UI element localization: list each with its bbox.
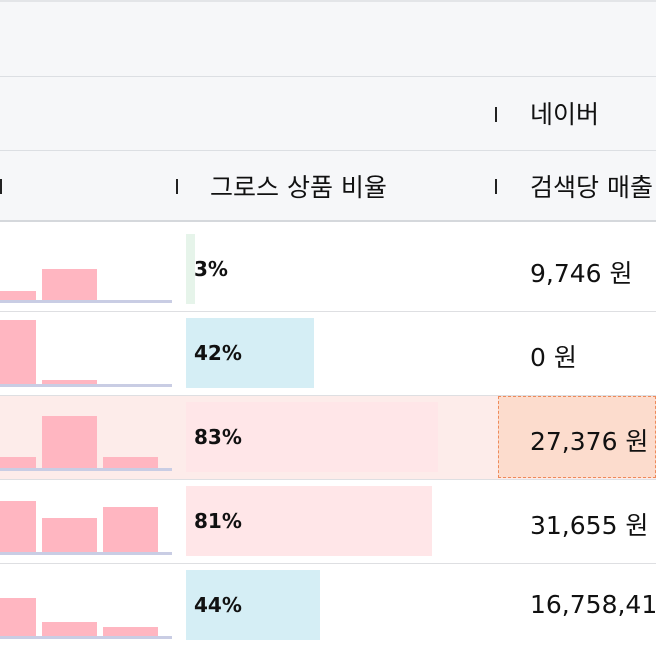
sparkline-bar — [0, 598, 36, 637]
sparkline-baseline — [0, 384, 172, 387]
sparkline-bar — [103, 507, 158, 553]
table-row[interactable]: 3% 9,746 원 — [0, 228, 656, 312]
sparkline-bar — [42, 518, 97, 553]
revenue-value: 9,746 원 — [530, 259, 633, 288]
sparkline-bar — [103, 457, 158, 469]
table-row[interactable]: 44% 16,758,414 — [0, 564, 656, 648]
sparkline-bar — [103, 627, 158, 637]
header-group-row: 네이버 — [0, 76, 656, 150]
sparkline-bar — [42, 416, 97, 469]
sparkline-chart — [0, 396, 172, 480]
column-resize-handle[interactable] — [495, 107, 497, 122]
sparkline-bar — [0, 291, 36, 301]
ratio-value: 81% — [194, 509, 242, 533]
ratio-value: 83% — [194, 425, 242, 449]
column-resize-handle[interactable] — [0, 179, 2, 194]
sparkline-chart — [0, 312, 172, 396]
table-row[interactable]: 42% 0 원 — [0, 312, 656, 396]
table-top-band — [0, 0, 656, 76]
revenue-value: 16,758,414 — [530, 590, 656, 619]
ratio-value: 44% — [194, 593, 242, 617]
header-column-row: 그로스 상품 비율 검색당 매출 — [0, 150, 656, 222]
ratio-value: 42% — [194, 341, 242, 365]
sparkline-baseline — [0, 468, 172, 471]
sparkline-baseline — [0, 552, 172, 555]
sparkline-bar — [0, 501, 36, 553]
sparkline-baseline — [0, 300, 172, 303]
column-resize-handle[interactable] — [176, 179, 178, 194]
ratio-bar — [186, 402, 438, 472]
sparkline-bar — [42, 380, 97, 385]
revenue-value: 27,376 원 — [530, 427, 649, 456]
column-header-revenue-per-search[interactable]: 검색당 매출 — [530, 173, 653, 202]
ratio-bar — [186, 234, 195, 304]
revenue-value: 31,655 원 — [530, 511, 649, 540]
sparkline-bar — [0, 457, 36, 469]
ratio-value: 3% — [194, 257, 228, 281]
sparkline-chart — [0, 564, 172, 648]
ratio-bar — [186, 570, 320, 640]
sparkline-chart — [0, 228, 172, 312]
ratio-bar — [186, 486, 432, 556]
sparkline-bar — [42, 269, 97, 301]
table-row-selected[interactable]: 83% 27,376 원 — [0, 396, 656, 480]
sparkline-baseline — [0, 636, 172, 639]
column-header-gross-ratio[interactable]: 그로스 상품 비율 — [210, 173, 387, 202]
sparkline-bar — [42, 622, 97, 637]
column-resize-handle[interactable] — [495, 179, 497, 194]
ratio-bar — [186, 318, 314, 388]
table-row[interactable]: 81% 31,655 원 — [0, 480, 656, 564]
sparkline-bar — [0, 320, 36, 385]
revenue-value: 0 원 — [530, 343, 577, 372]
header-group-label: 네이버 — [530, 100, 600, 129]
sparkline-chart — [0, 480, 172, 564]
